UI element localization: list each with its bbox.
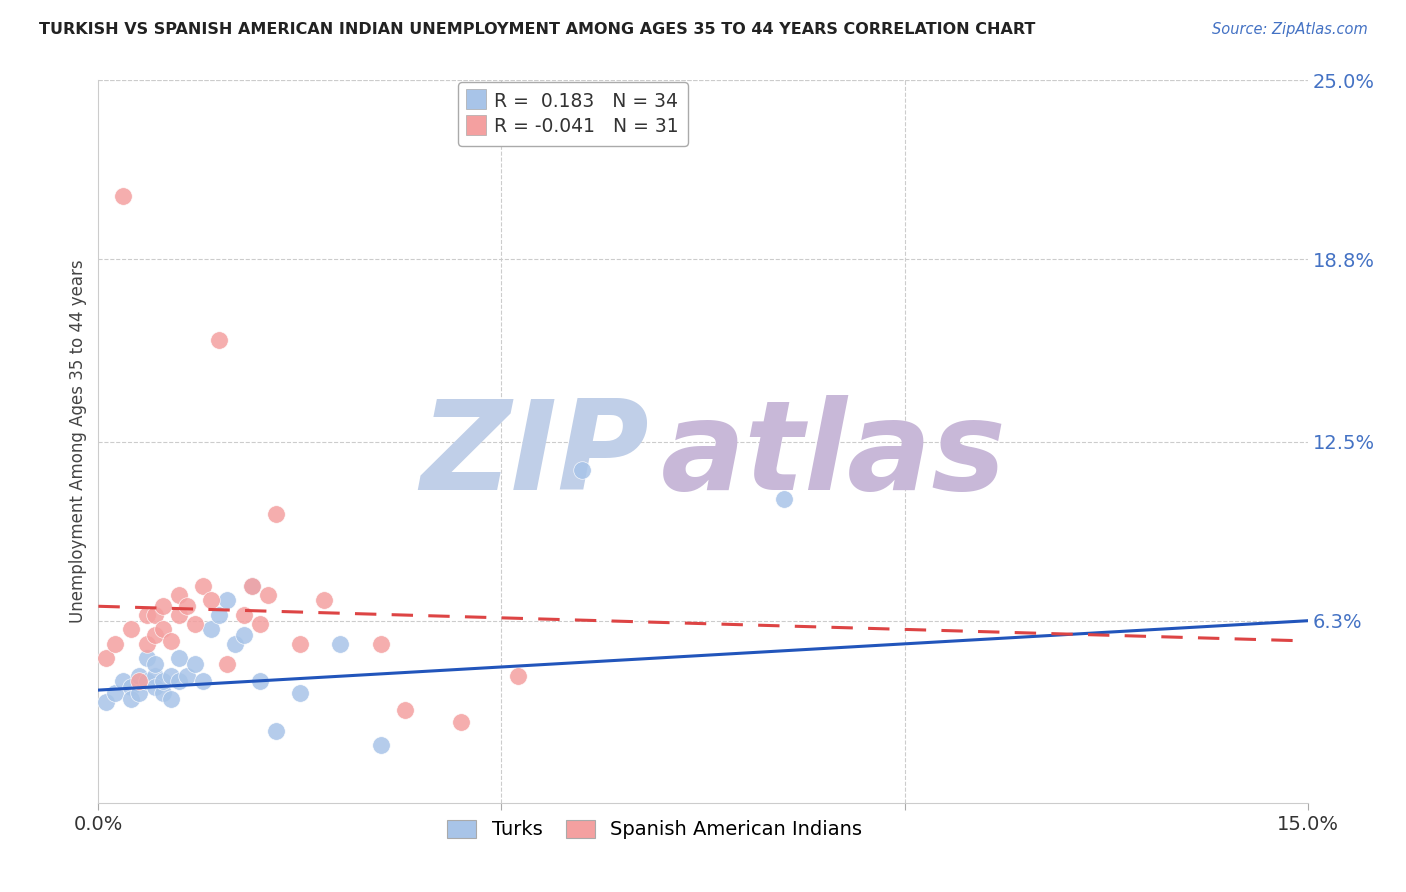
Point	[217, 657, 239, 671]
Point	[329, 637, 352, 651]
Point	[143, 657, 166, 671]
Point	[128, 668, 150, 682]
Point	[176, 599, 198, 614]
Point	[160, 691, 183, 706]
Point	[288, 686, 311, 700]
Point	[314, 593, 336, 607]
Legend: Turks, Spanish American Indians: Turks, Spanish American Indians	[439, 813, 870, 847]
Point	[193, 674, 215, 689]
Point	[160, 634, 183, 648]
Point	[143, 628, 166, 642]
Point	[111, 674, 134, 689]
Point	[184, 616, 207, 631]
Point	[120, 680, 142, 694]
Point	[167, 588, 190, 602]
Point	[208, 607, 231, 622]
Point	[152, 686, 174, 700]
Point	[506, 668, 529, 682]
Text: TURKISH VS SPANISH AMERICAN INDIAN UNEMPLOYMENT AMONG AGES 35 TO 44 YEARS CORREL: TURKISH VS SPANISH AMERICAN INDIAN UNEMP…	[39, 22, 1036, 37]
Point	[152, 599, 174, 614]
Point	[152, 623, 174, 637]
Point	[96, 651, 118, 665]
Point	[217, 593, 239, 607]
Point	[135, 651, 157, 665]
Point	[224, 637, 246, 651]
Point	[128, 674, 150, 689]
Point	[200, 593, 222, 607]
Point	[176, 668, 198, 682]
Point	[772, 492, 794, 507]
Point	[167, 674, 190, 689]
Point	[143, 680, 166, 694]
Point	[240, 579, 263, 593]
Point	[143, 607, 166, 622]
Point	[256, 588, 278, 602]
Point	[240, 579, 263, 593]
Point	[103, 686, 125, 700]
Point	[264, 723, 287, 738]
Point	[208, 334, 231, 348]
Point	[111, 189, 134, 203]
Point	[184, 657, 207, 671]
Point	[249, 616, 271, 631]
Point	[160, 668, 183, 682]
Y-axis label: Unemployment Among Ages 35 to 44 years: Unemployment Among Ages 35 to 44 years	[69, 260, 87, 624]
Text: atlas: atlas	[661, 395, 1007, 516]
Point	[370, 738, 392, 752]
Point	[135, 674, 157, 689]
Point	[370, 637, 392, 651]
Point	[232, 628, 254, 642]
Point	[571, 463, 593, 477]
Point	[232, 607, 254, 622]
Point	[128, 686, 150, 700]
Point	[135, 607, 157, 622]
Point	[152, 674, 174, 689]
Point	[394, 703, 416, 717]
Point	[450, 714, 472, 729]
Point	[167, 651, 190, 665]
Point	[249, 674, 271, 689]
Text: Source: ZipAtlas.com: Source: ZipAtlas.com	[1212, 22, 1368, 37]
Point	[200, 623, 222, 637]
Point	[143, 668, 166, 682]
Point	[120, 691, 142, 706]
Point	[288, 637, 311, 651]
Point	[264, 507, 287, 521]
Point	[193, 579, 215, 593]
Point	[103, 637, 125, 651]
Point	[120, 623, 142, 637]
Point	[135, 637, 157, 651]
Point	[96, 695, 118, 709]
Point	[167, 607, 190, 622]
Text: ZIP: ZIP	[420, 395, 648, 516]
